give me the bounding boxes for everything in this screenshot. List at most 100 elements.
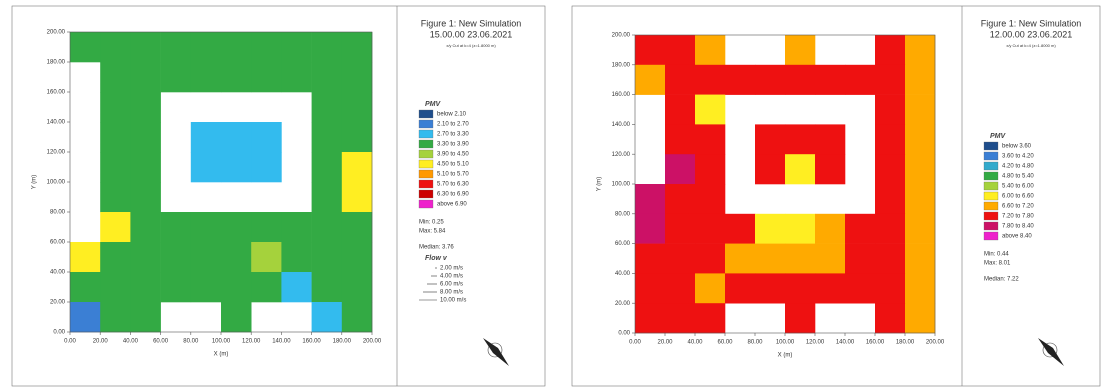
x-tick-label: 80.00 (747, 340, 763, 346)
pmv-cell (100, 242, 131, 272)
pmv-cell (130, 272, 161, 302)
pmv-cell (905, 65, 935, 95)
x-tick-label: 200.00 (926, 340, 945, 346)
legend-title: PMV (425, 101, 442, 108)
legend-label: above 8.40 (1002, 234, 1032, 240)
y-tick-label: 160.00 (612, 92, 631, 98)
pmv-cell (725, 65, 755, 95)
pmv-cell (755, 154, 785, 184)
pmv-cell (695, 95, 725, 125)
x-tick-label: 160.00 (866, 340, 885, 346)
legend-swatch (419, 110, 433, 118)
pmv-cell (785, 154, 815, 184)
legend-swatch (984, 202, 998, 210)
legend-swatch (984, 212, 998, 220)
pmv-cell (785, 214, 815, 244)
pmv-cell (695, 184, 725, 214)
legend-swatch (419, 120, 433, 128)
legend-title: PMV (990, 133, 1007, 140)
pmv-cell (665, 124, 695, 154)
pmv-cell (342, 212, 373, 242)
pmv-cell (785, 124, 815, 154)
legend-swatch (419, 170, 433, 178)
pmv-cell (130, 182, 161, 212)
pmv-cell (251, 272, 282, 302)
y-tick-label: 180.00 (612, 62, 631, 68)
pmv-cell (342, 302, 373, 332)
x-tick-label: 60.00 (153, 339, 169, 345)
pmv-cell (905, 303, 935, 333)
flow-label: 10.00 m/s (440, 298, 466, 304)
pmv-cell (845, 65, 875, 95)
pmv-cell (130, 62, 161, 92)
y-tick-label: 120.00 (612, 152, 631, 158)
pmv-cell (725, 244, 755, 274)
pmv-cell (815, 154, 845, 184)
cut-label: x/y Cut at k=4 (z=1.8000 m) (1006, 43, 1056, 48)
flow-title: Flow v (425, 255, 448, 262)
pmv-cell (100, 152, 131, 182)
pmv-cell (725, 214, 755, 244)
y-tick-label: 120.00 (47, 150, 66, 156)
y-tick-label: 140.00 (47, 120, 66, 126)
pmv-cell (100, 272, 131, 302)
pmv-cell (251, 242, 282, 272)
legend-label: 3.30 to 3.90 (437, 142, 469, 148)
pmv-cell (312, 212, 343, 242)
pmv-cell (161, 32, 192, 62)
legend-label: above 6.90 (437, 202, 467, 208)
legend-label: 5.70 to 6.30 (437, 182, 469, 188)
pmv-cell (161, 272, 192, 302)
subtitle: 12.00.00 23.06.2021 (990, 29, 1073, 39)
pmv-cell (221, 152, 252, 182)
stat: Min: 0.25 (419, 220, 444, 226)
pmv-cell (905, 95, 935, 125)
pmv-cell (281, 212, 312, 242)
pmv-cell (191, 32, 222, 62)
pmv-cell (191, 152, 222, 182)
pmv-cell (875, 184, 905, 214)
pmv-cell (130, 152, 161, 182)
x-tick-label: 100.00 (776, 340, 795, 346)
pmv-cell (635, 35, 665, 65)
pmv-cell (785, 273, 815, 303)
pmv-cell (100, 62, 131, 92)
pmv-cell (815, 214, 845, 244)
legend-swatch (984, 192, 998, 200)
stat: Min: 0.44 (984, 252, 1009, 258)
y-tick-label: 0.00 (618, 331, 630, 337)
pmv-cell (221, 242, 252, 272)
legend-swatch (984, 162, 998, 170)
flow-label: 8.00 m/s (440, 290, 463, 296)
y-tick-label: 40.00 (615, 271, 631, 277)
y-tick-label: 160.00 (47, 90, 66, 96)
x-tick-label: 20.00 (657, 340, 673, 346)
x-axis-label: X (m) (778, 353, 793, 359)
pmv-cell (845, 273, 875, 303)
x-tick-label: 160.00 (302, 339, 321, 345)
pmv-cell (100, 302, 131, 332)
flow-label: 4.00 m/s (440, 274, 463, 280)
legend-swatch (984, 182, 998, 190)
pmv-cell (665, 35, 695, 65)
flow-label: 2.00 m/s (440, 266, 463, 272)
legend-label: 6.00 to 6.60 (1002, 194, 1034, 200)
pmv-cell (905, 154, 935, 184)
pmv-cell (665, 95, 695, 125)
pmv-cell (875, 35, 905, 65)
pmv-cell (695, 214, 725, 244)
pmv-cell (875, 124, 905, 154)
legend-swatch (984, 222, 998, 230)
stat: Max: 5.84 (419, 229, 446, 235)
x-tick-label: 140.00 (836, 340, 855, 346)
pmv-cell (100, 122, 131, 152)
legend-label: 5.40 to 6.00 (1002, 184, 1034, 190)
title: Figure 1: New Simulation (981, 18, 1082, 28)
pmv-cell (251, 212, 282, 242)
legend-swatch (419, 180, 433, 188)
pmv-cell (695, 154, 725, 184)
stat: Median: 7.22 (984, 277, 1019, 283)
pmv-cell (635, 184, 665, 214)
pmv-cell (312, 152, 343, 182)
y-tick-label: 20.00 (615, 301, 631, 307)
